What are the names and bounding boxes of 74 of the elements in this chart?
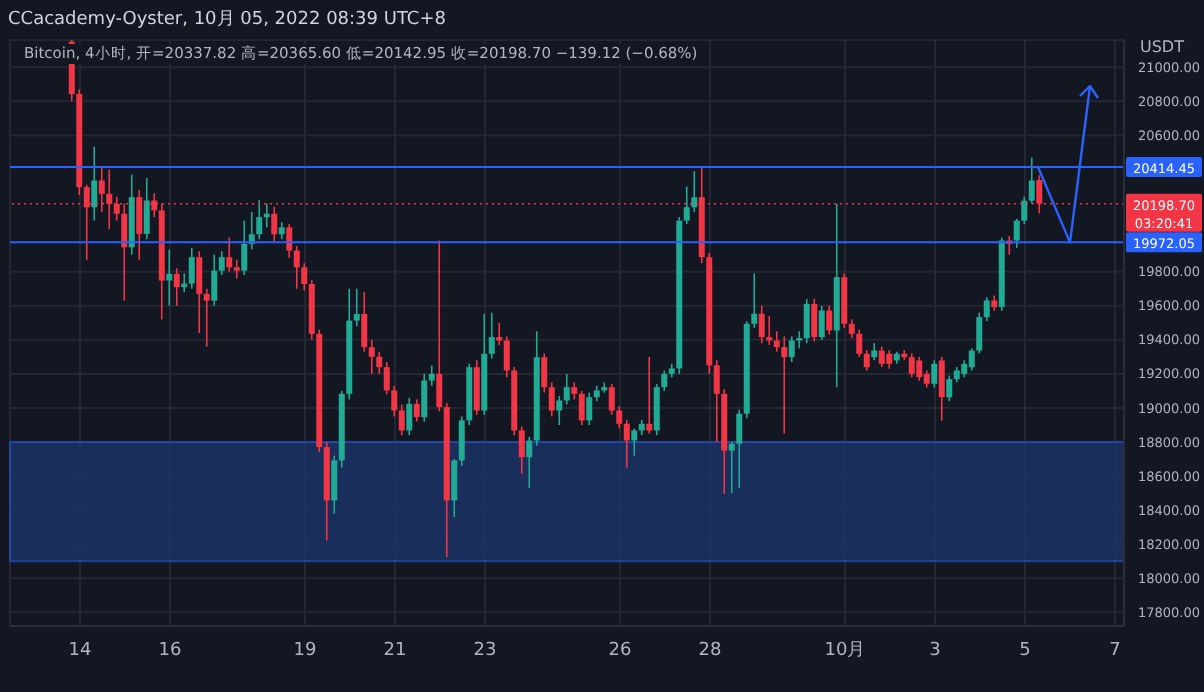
- candlestick: [91, 145, 98, 222]
- candlestick: [1028, 156, 1035, 205]
- x-tick-label: 28: [698, 640, 722, 661]
- candlestick: [578, 390, 585, 426]
- candlestick: [406, 396, 413, 437]
- candlestick: [548, 381, 555, 418]
- candlestick: [143, 177, 150, 241]
- x-tick-label: 19: [293, 640, 317, 661]
- candlestick: [263, 202, 270, 229]
- candlestick: [586, 391, 593, 426]
- candlestick: [983, 296, 990, 322]
- candlestick: [188, 247, 195, 290]
- candlestick: [556, 395, 563, 426]
- candlestick: [758, 304, 765, 345]
- candlestick: [293, 245, 300, 290]
- candlestick: [541, 352, 548, 394]
- candlestick: [203, 287, 210, 348]
- candlestick: [211, 253, 218, 307]
- candlestick: [803, 298, 810, 345]
- x-tick-label: 26: [608, 640, 632, 661]
- x-tick-label: 3: [929, 640, 941, 661]
- candlestick: [428, 364, 435, 387]
- chart-title: CCacademy-Oyster, 10月 05, 2022 08:39 UTC+8: [8, 8, 446, 32]
- candlestick: [841, 272, 848, 329]
- candlestick: [368, 339, 375, 375]
- candlestick: [488, 311, 495, 360]
- candlestick: [353, 287, 360, 327]
- candlestick: [818, 304, 825, 341]
- candlestick: [166, 248, 173, 307]
- candlestick: [436, 239, 443, 413]
- x-tick-label: 14: [68, 640, 92, 661]
- candlestick: [331, 454, 338, 515]
- candlestick: [451, 458, 458, 518]
- candlestick: [826, 304, 833, 336]
- x-tick-label: 21: [383, 640, 407, 661]
- candlestick: [631, 427, 638, 457]
- candlestick: [946, 374, 953, 402]
- candlestick: [496, 321, 503, 346]
- candlestick: [241, 219, 248, 276]
- candlestick: [646, 356, 653, 435]
- candlestick: [878, 345, 885, 368]
- candlestick: [908, 352, 915, 379]
- candlestick: [563, 373, 570, 406]
- candlestick: [781, 335, 788, 435]
- x-tick-label: 16: [158, 640, 182, 661]
- candlestick: [173, 267, 180, 307]
- candlestick: [811, 298, 818, 343]
- candlestick: [736, 408, 743, 489]
- candlestick: [398, 403, 405, 437]
- candlestick: [601, 381, 608, 394]
- candlestick: [526, 436, 533, 489]
- candlestick: [226, 236, 233, 273]
- candlestick: [218, 250, 225, 276]
- candlestick: [788, 335, 795, 363]
- candlestick: [886, 349, 893, 370]
- y-axis-title: USDT: [1140, 38, 1184, 56]
- x-tick-label: 5: [1019, 640, 1031, 661]
- candlestick: [413, 398, 420, 423]
- candlestick: [271, 206, 278, 242]
- candlestick: [863, 349, 870, 372]
- candlestick: [233, 258, 240, 280]
- x-tick-label: 23: [473, 640, 497, 661]
- candlestick: [473, 359, 480, 416]
- candlestick: [286, 223, 293, 259]
- candlestick: [931, 359, 938, 389]
- candlestick: [196, 250, 203, 334]
- candlestick: [518, 425, 525, 475]
- candlestick: [916, 356, 923, 382]
- candlestick: [361, 291, 368, 353]
- x-tick-label: 7: [1109, 640, 1121, 661]
- candlestick: [623, 419, 630, 469]
- candlestick: [421, 373, 428, 423]
- candlestick: [938, 356, 945, 422]
- x-tick-label: 10月: [824, 640, 866, 661]
